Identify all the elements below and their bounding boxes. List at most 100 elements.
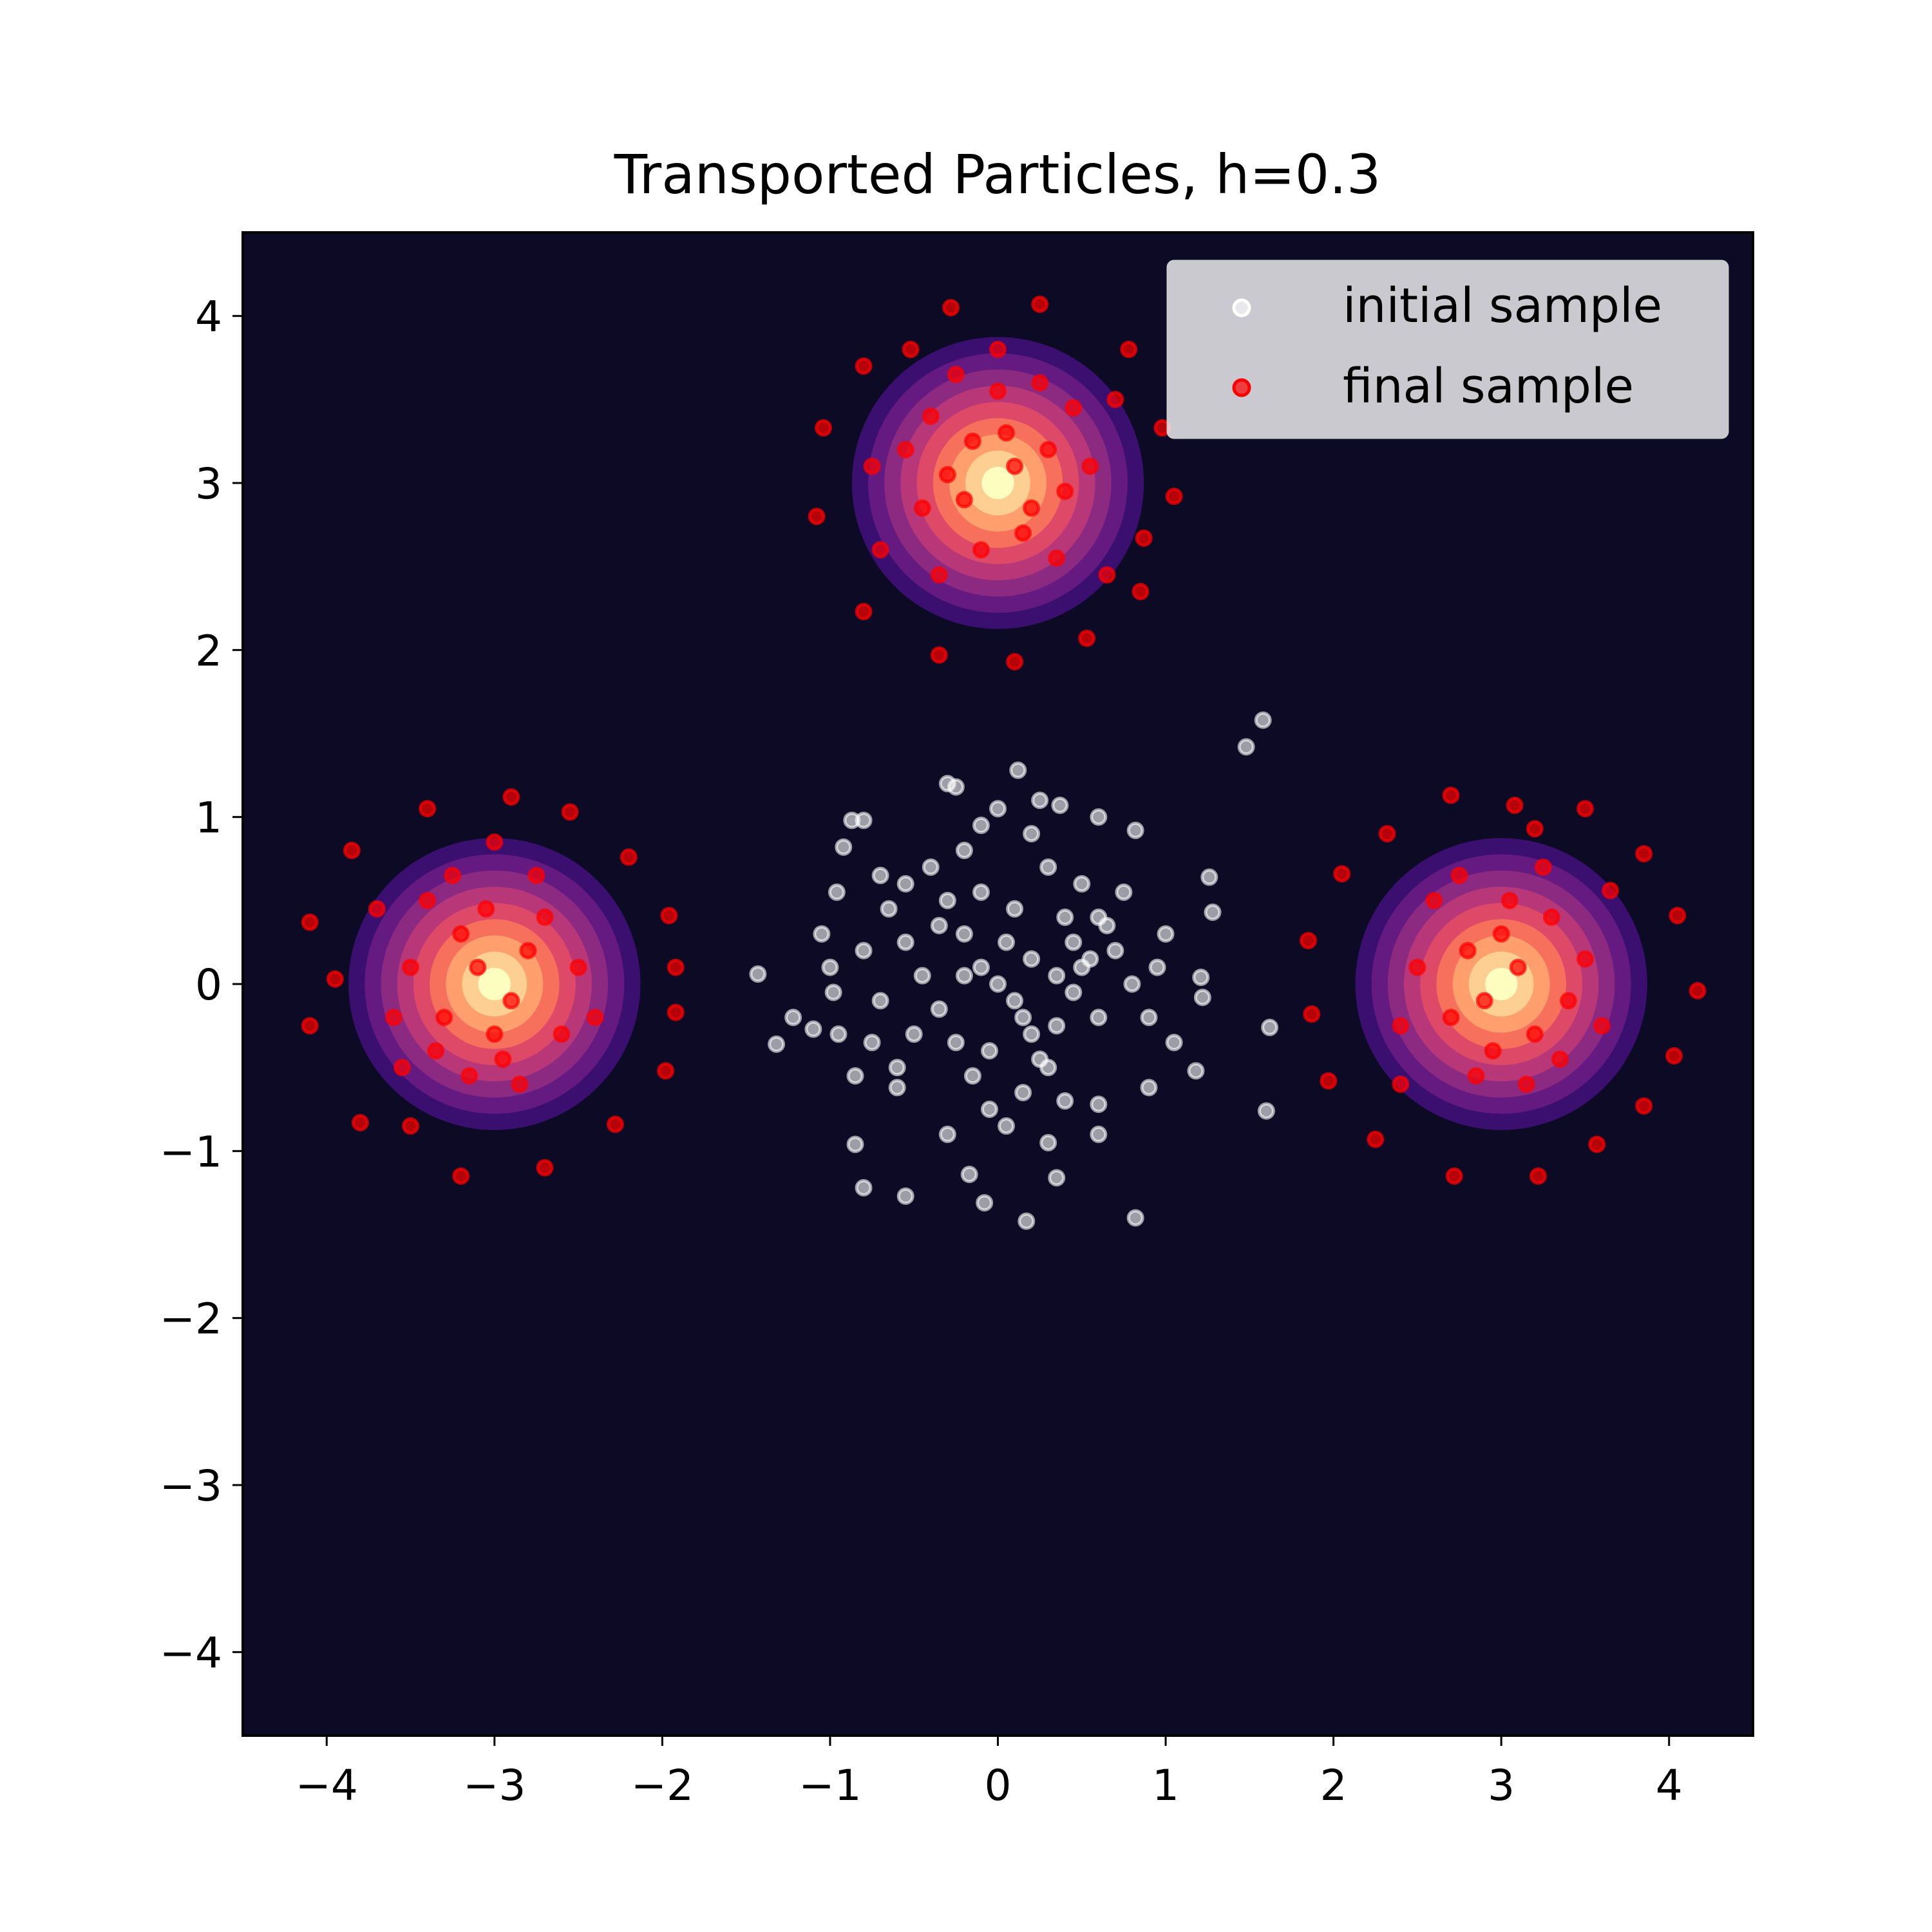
final-point-63: [955, 491, 973, 509]
final-point-95: [1333, 865, 1351, 883]
contour-level-2-8: [1484, 967, 1518, 1001]
initial-point-19: [1192, 969, 1210, 987]
final-point-69: [1056, 482, 1074, 500]
initial-point-49: [1140, 1009, 1158, 1027]
final-point-43: [1120, 341, 1138, 359]
initial-point-86: [1014, 1009, 1032, 1027]
final-point-8: [657, 1062, 675, 1080]
final-point-60: [963, 432, 981, 450]
final-point-90: [1445, 1167, 1463, 1185]
initial-point-89: [1065, 933, 1083, 951]
final-point-3: [561, 803, 579, 821]
final-point-20: [452, 925, 470, 943]
initial-point-97: [989, 800, 1007, 818]
initial-point-22: [1257, 1102, 1275, 1120]
initial-point-32: [1048, 1169, 1066, 1187]
initial-point-83: [955, 967, 973, 985]
final-point-33: [444, 866, 462, 884]
final-point-10: [536, 1159, 554, 1177]
final-point-116: [1593, 1017, 1611, 1035]
y-tick-label: −1: [160, 1127, 222, 1177]
initial-point-17: [1204, 903, 1222, 921]
final-point-71: [1065, 399, 1083, 417]
final-point-107: [1425, 891, 1443, 909]
final-point-22: [502, 992, 520, 1010]
final-point-37: [477, 900, 495, 918]
final-point-15: [301, 913, 319, 931]
initial-point-82: [1023, 950, 1041, 968]
final-point-110: [1517, 1075, 1535, 1094]
final-point-49: [1006, 652, 1024, 670]
initial-point-48: [1123, 975, 1141, 993]
initial-point-85: [998, 933, 1016, 951]
final-point-34: [527, 866, 545, 884]
initial-point-60: [913, 967, 931, 985]
initial-point-0: [1254, 711, 1272, 729]
final-point-42: [1031, 296, 1049, 314]
final-point-68: [972, 541, 990, 559]
final-point-53: [815, 419, 833, 437]
initial-point-71: [1098, 916, 1116, 934]
final-point-59: [1098, 566, 1116, 584]
legend-label-initial: initial sample: [1343, 278, 1662, 334]
final-point-5: [660, 907, 678, 925]
initial-point-29: [1018, 1212, 1036, 1230]
initial-point-61: [930, 1000, 948, 1018]
x-tick-label: 2: [1320, 1761, 1347, 1810]
final-point-88: [1588, 1135, 1606, 1153]
initial-point-69: [1065, 983, 1083, 1001]
initial-point-24: [1090, 808, 1108, 826]
x-tick-label: −3: [463, 1761, 526, 1810]
final-point-86: [1665, 1047, 1683, 1065]
final-point-57: [1106, 390, 1124, 408]
initial-point-4: [1009, 761, 1027, 779]
final-point-23: [519, 942, 537, 960]
initial-point-95: [813, 925, 831, 943]
initial-point-65: [998, 1117, 1016, 1135]
initial-point-26: [855, 1179, 873, 1197]
final-point-87: [1635, 1097, 1653, 1115]
y-tick-label: −2: [160, 1294, 222, 1344]
final-point-85: [1689, 981, 1707, 999]
final-point-93: [1303, 1005, 1321, 1023]
initial-point-92: [1157, 925, 1175, 943]
initial-sample-points: [749, 711, 1279, 1230]
x-tick-label: 3: [1488, 1761, 1515, 1810]
initial-point-23: [1126, 821, 1144, 839]
initial-point-28: [976, 1194, 994, 1212]
initial-point-51: [888, 1059, 906, 1077]
initial-point-75: [863, 1034, 881, 1052]
legend-marker-initial: [1232, 298, 1251, 317]
final-point-61: [1006, 457, 1024, 475]
initial-point-1: [1237, 738, 1255, 756]
final-point-31: [402, 958, 420, 976]
final-point-72: [922, 407, 940, 425]
initial-point-36: [922, 858, 940, 876]
final-point-13: [351, 1113, 369, 1132]
final-point-81: [1506, 797, 1524, 815]
y-tick-label: 0: [195, 960, 222, 1010]
initial-point-66: [1014, 1084, 1032, 1102]
y-tick-label: 2: [195, 626, 222, 676]
initial-point-80: [972, 883, 990, 901]
final-point-9: [606, 1115, 624, 1133]
initial-point-64: [980, 1101, 998, 1118]
initial-point-12: [828, 883, 846, 901]
final-point-26: [536, 908, 554, 926]
initial-point-37: [938, 891, 956, 909]
initial-point-39: [972, 958, 990, 976]
final-point-83: [1635, 845, 1653, 863]
legend: initial sample final sample: [1166, 260, 1729, 439]
final-point-92: [1320, 1072, 1338, 1090]
initial-point-20: [1187, 1062, 1205, 1080]
final-point-98: [1602, 882, 1620, 900]
final-point-52: [808, 507, 826, 526]
final-point-39: [427, 1042, 445, 1060]
initial-point-8: [784, 1009, 802, 1027]
final-point-84: [1669, 907, 1687, 925]
final-point-38: [494, 1050, 512, 1068]
x-tick-label: 4: [1656, 1761, 1683, 1810]
final-point-25: [435, 1009, 453, 1027]
final-point-11: [452, 1167, 470, 1185]
final-point-104: [1526, 1025, 1544, 1043]
